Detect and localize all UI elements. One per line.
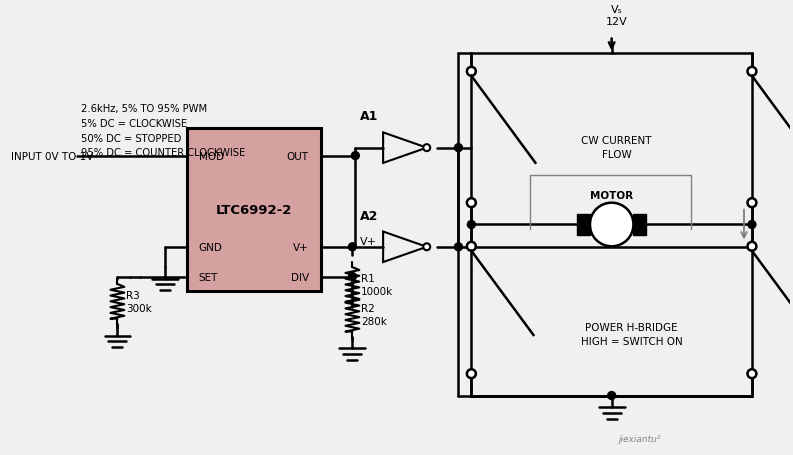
Circle shape	[467, 221, 475, 229]
Text: jiexiantu²: jiexiantu²	[618, 434, 661, 443]
Circle shape	[423, 244, 431, 251]
Text: OUT: OUT	[287, 151, 308, 161]
Text: GND: GND	[199, 242, 223, 252]
Text: SET: SET	[199, 272, 218, 282]
Text: DIV: DIV	[290, 272, 308, 282]
Circle shape	[748, 369, 757, 378]
Text: R1
1000k: R1 1000k	[362, 273, 393, 296]
Circle shape	[454, 243, 462, 251]
Text: V+: V+	[360, 236, 377, 246]
Bar	[187, 128, 320, 292]
Circle shape	[454, 144, 462, 152]
Text: A1: A1	[360, 110, 379, 123]
Circle shape	[607, 392, 615, 399]
Text: INPUT 0V TO 1V: INPUT 0V TO 1V	[11, 151, 94, 161]
Circle shape	[467, 68, 476, 76]
Circle shape	[351, 152, 359, 160]
Text: R3
300k: R3 300k	[126, 290, 152, 313]
Circle shape	[748, 68, 757, 76]
Circle shape	[748, 199, 757, 207]
Text: V+: V+	[293, 242, 308, 252]
Circle shape	[748, 243, 757, 251]
Text: POWER H-BRIDGE
HIGH = SWITCH ON: POWER H-BRIDGE HIGH = SWITCH ON	[580, 322, 682, 346]
Text: CW CURRENT
FLOW: CW CURRENT FLOW	[581, 136, 652, 160]
Circle shape	[423, 145, 431, 152]
Circle shape	[467, 369, 476, 378]
Circle shape	[748, 221, 756, 229]
Circle shape	[348, 243, 356, 251]
Text: MOTOR: MOTOR	[590, 190, 634, 200]
Circle shape	[590, 203, 634, 247]
Text: MOD: MOD	[199, 151, 224, 161]
Circle shape	[348, 273, 356, 281]
Text: LTC6992-2: LTC6992-2	[216, 204, 292, 217]
Circle shape	[467, 243, 476, 251]
Text: Vₛ
12V: Vₛ 12V	[606, 5, 627, 27]
Text: 2.6kHz, 5% TO 95% PWM
5% DC = CLOCKWISE
50% DC = STOPPED
95% DC = COUNTER CLOCKW: 2.6kHz, 5% TO 95% PWM 5% DC = CLOCKWISE …	[81, 104, 245, 158]
Bar	[577, 214, 590, 236]
Bar	[634, 214, 646, 236]
Circle shape	[467, 199, 476, 207]
Text: A2: A2	[360, 209, 379, 222]
Text: R2
280k: R2 280k	[362, 303, 387, 326]
